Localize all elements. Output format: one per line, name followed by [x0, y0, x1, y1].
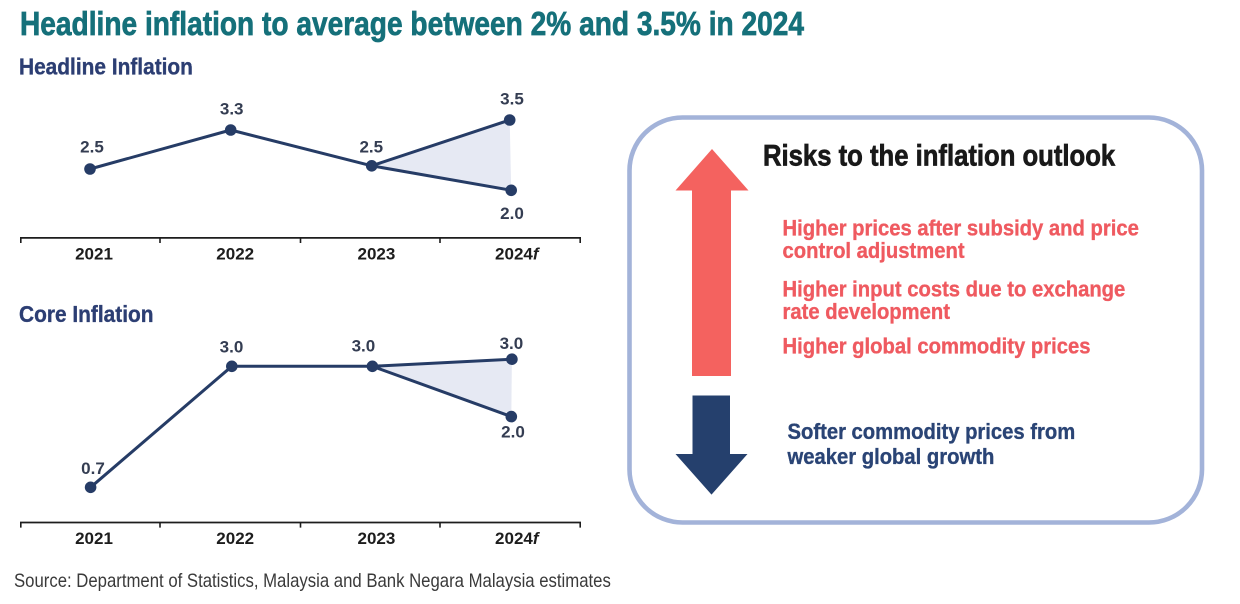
svg-text:Risks to the inflation outlook: Risks to the inflation outlook: [763, 139, 1116, 172]
svg-text:2.0: 2.0: [501, 423, 525, 442]
svg-text:2022: 2022: [216, 529, 254, 548]
svg-text:3.0: 3.0: [220, 337, 244, 356]
svg-text:rate development: rate development: [783, 300, 950, 324]
svg-text:2024f: 2024f: [495, 529, 541, 548]
svg-text:Higher prices after subsidy an: Higher prices after subsidy and price: [783, 217, 1140, 241]
svg-text:2021: 2021: [75, 529, 113, 548]
svg-text:2.5: 2.5: [80, 138, 104, 157]
svg-text:3.0: 3.0: [500, 334, 524, 353]
svg-text:Higher input costs due to exch: Higher input costs due to exchange: [783, 278, 1126, 302]
svg-text:3.3: 3.3: [220, 100, 244, 119]
svg-text:2.5: 2.5: [359, 138, 383, 157]
svg-text:2022: 2022: [216, 244, 254, 263]
svg-text:0.7: 0.7: [81, 459, 105, 478]
svg-text:Core Inflation: Core Inflation: [19, 301, 154, 327]
svg-text:Softer commodity prices from: Softer commodity prices from: [788, 420, 1076, 444]
svg-text:2024f: 2024f: [495, 244, 541, 263]
svg-text:3.5: 3.5: [500, 90, 524, 109]
svg-text:2023: 2023: [357, 529, 395, 548]
svg-text:2021: 2021: [75, 244, 113, 263]
svg-text:control adjustment: control adjustment: [783, 239, 965, 263]
svg-text:Source: Department of Statisti: Source: Department of Statistics, Malays…: [14, 570, 611, 591]
svg-text:2.0: 2.0: [500, 204, 524, 223]
svg-text:weaker global growth: weaker global growth: [787, 445, 995, 469]
svg-text:Higher global commodity prices: Higher global commodity prices: [783, 335, 1091, 359]
svg-text:3.0: 3.0: [352, 337, 376, 356]
svg-text:Headline Inflation: Headline Inflation: [19, 54, 193, 80]
svg-text:Headline inflation to average: Headline inflation to average between 2%…: [20, 6, 804, 43]
svg-text:2023: 2023: [357, 244, 395, 263]
